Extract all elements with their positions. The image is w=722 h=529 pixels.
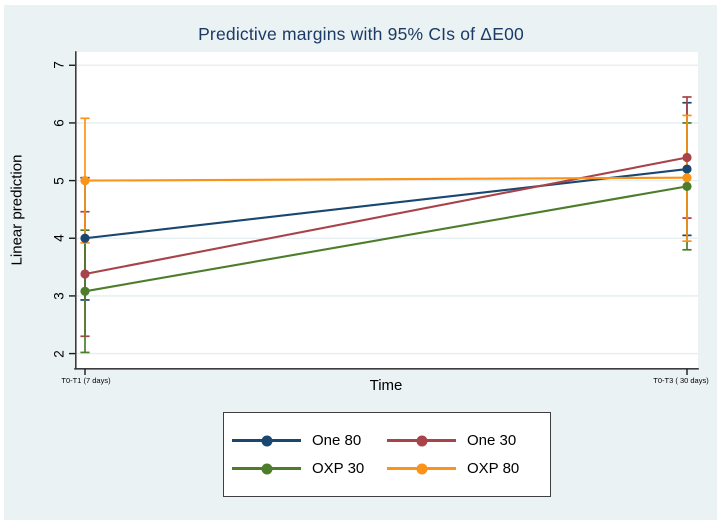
legend-line-sample [387,435,456,447]
series-markers-oxp-80 [80,173,692,186]
chart-title: Predictive margins with 95% CIs of ΔE00 [198,24,524,44]
x-tick-label: T0-T3 ( 30 days) [653,376,709,385]
y-tick-label: 3 [51,292,67,300]
series-line-oxp-80 [84,176,688,182]
legend-line-sample [232,435,301,447]
axes [74,51,699,370]
legend-marker-icon [261,435,272,446]
legend-entry-oxp-30: OXP 30 [232,460,387,477]
legend-line-sample [387,463,456,475]
legend-label: One 30 [467,432,517,449]
x-tick-label: T0-T1 (7 days) [61,376,111,385]
y-tick-label: 4 [51,234,67,243]
y-tick-label: 7 [51,61,67,70]
series-markers-oxp-30 [80,181,692,296]
legend-line-sample [232,463,301,475]
tick-marks [69,64,688,375]
legend-marker-icon [416,463,427,474]
legend: One 80 One 30 OXP 30 OXP 80 [223,412,551,497]
series-line-one-80 [84,168,688,240]
x-axis-label: Time [369,377,403,394]
series-markers-one-30 [80,152,692,279]
series-line-oxp-30 [84,185,688,293]
legend-entry-one-80: One 80 [232,432,387,449]
y-tick-label: 2 [51,349,67,358]
legend-label: OXP 30 [312,460,365,477]
legend-entry-one-30: One 30 [387,432,542,449]
y-axis-label: Linear prediction [8,154,26,266]
legend-label: One 80 [312,432,362,449]
legend-label: OXP 80 [467,460,520,477]
series-markers-one-80 [80,164,692,243]
legend-marker-icon [416,435,427,446]
y-tick-label: 5 [51,176,67,185]
legend-entry-oxp-80: OXP 80 [387,460,542,477]
series-line-one-30 [84,156,688,276]
plot-area [75,52,698,368]
legend-marker-icon [261,463,272,474]
y-tick-label: 6 [51,119,67,127]
